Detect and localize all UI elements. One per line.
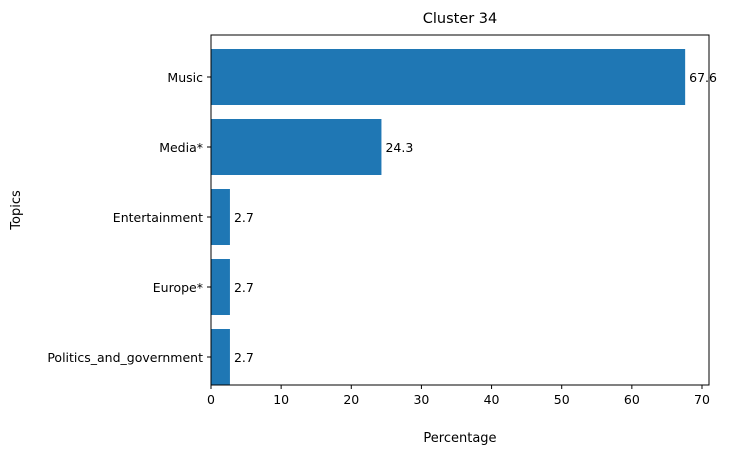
bar-value-label: 67.6 [689,70,717,85]
y-tick-label: Media* [159,140,203,155]
y-tick-label: Politics_and_government [47,350,203,365]
x-tick-label: 40 [484,392,500,407]
bar-value-label: 24.3 [385,140,413,155]
y-tick-label: Europe* [153,280,203,295]
x-axis-label: Percentage [423,431,496,446]
bar-value-label: 2.7 [234,350,254,365]
y-axis: Music Media* Entertainment Europe* Politics_… [47,70,211,365]
x-tick-label: 20 [343,392,359,407]
x-tick-label: 0 [207,392,215,407]
bar-value-label: 2.7 [234,280,254,295]
chart-title: Cluster 34 [423,11,498,27]
y-tick-label: Music [167,70,203,85]
bar-value-label: 2.7 [234,210,254,225]
x-tick-label: 30 [413,392,429,407]
bars-group [211,49,686,385]
bar [211,329,230,385]
plot-frame [210,34,710,386]
bar [211,259,230,315]
x-tick-label: 70 [694,392,710,407]
y-tick-label: Entertainment [113,210,203,225]
bar [211,189,230,245]
x-tick-label: 50 [554,392,570,407]
x-tick-label: 60 [624,392,640,407]
x-tick-label: 10 [273,392,289,407]
x-axis: 0 10 20 30 40 50 60 70 [207,385,710,407]
bar [211,119,382,175]
y-axis-label: Topics [9,190,24,231]
bar [211,49,686,105]
value-labels-group: 67.6 24.3 2.7 2.7 2.7 [234,70,717,365]
